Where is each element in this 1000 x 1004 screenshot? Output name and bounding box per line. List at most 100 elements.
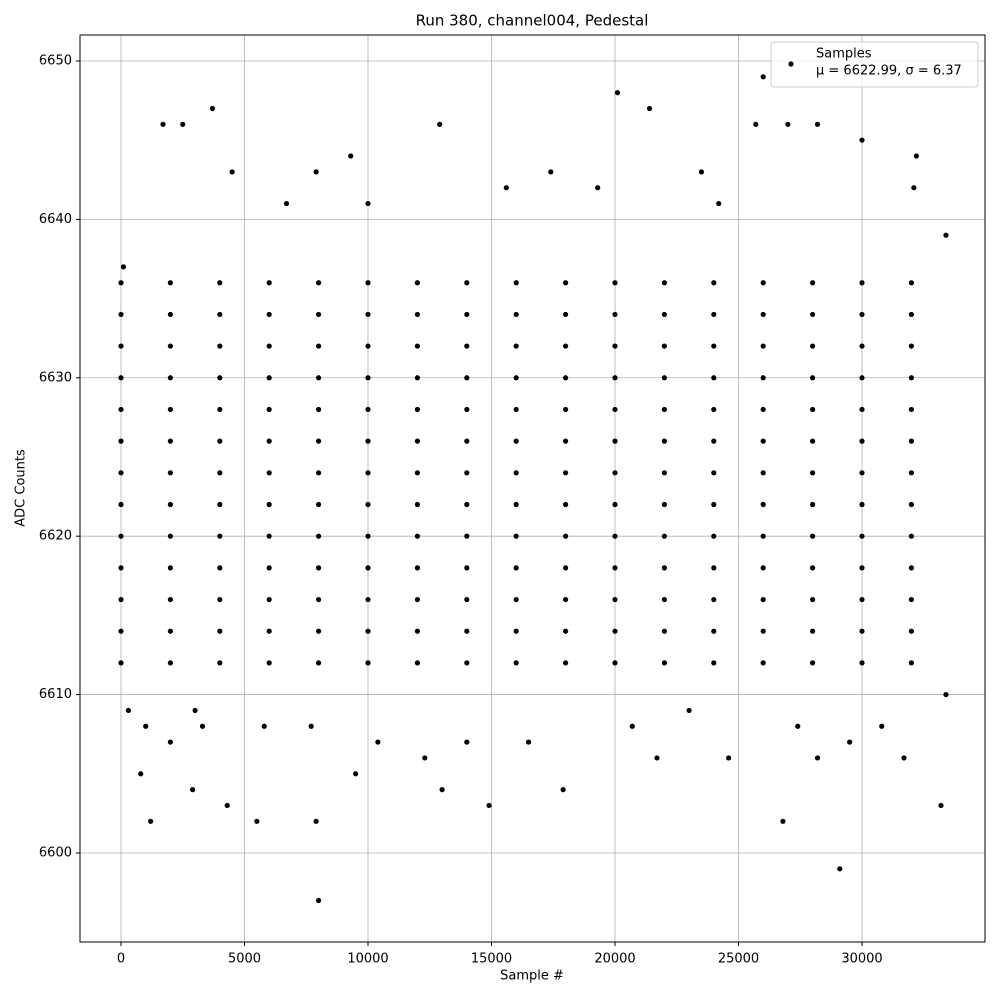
point bbox=[795, 723, 801, 729]
point bbox=[513, 375, 519, 381]
point bbox=[118, 501, 124, 508]
point bbox=[726, 755, 732, 761]
point bbox=[254, 818, 260, 824]
point bbox=[859, 311, 865, 318]
point bbox=[646, 105, 653, 112]
y-tick-label: 6650 bbox=[39, 53, 72, 68]
point bbox=[859, 375, 865, 381]
point bbox=[167, 739, 174, 745]
point bbox=[209, 105, 215, 112]
point bbox=[562, 596, 569, 603]
point bbox=[118, 660, 124, 666]
chart-title: Run 380, channel004, Pedestal bbox=[416, 12, 649, 30]
point bbox=[513, 311, 519, 318]
point bbox=[315, 470, 322, 476]
plot-area bbox=[118, 74, 949, 904]
point bbox=[118, 343, 124, 349]
point bbox=[814, 755, 821, 761]
point bbox=[814, 121, 821, 127]
point bbox=[365, 343, 371, 349]
point bbox=[503, 185, 509, 191]
point bbox=[167, 343, 174, 349]
point bbox=[753, 121, 759, 127]
point bbox=[661, 280, 667, 286]
point bbox=[760, 501, 766, 508]
point bbox=[315, 406, 322, 413]
point bbox=[809, 470, 816, 476]
point bbox=[908, 438, 914, 444]
point bbox=[908, 280, 914, 286]
point bbox=[118, 565, 124, 571]
point bbox=[414, 280, 420, 286]
point bbox=[118, 406, 124, 413]
point bbox=[315, 280, 322, 286]
point bbox=[217, 628, 223, 634]
point bbox=[879, 723, 885, 729]
point bbox=[562, 501, 569, 508]
y-axis-label: ADC Counts bbox=[14, 449, 29, 527]
point bbox=[760, 533, 766, 539]
point bbox=[167, 660, 174, 666]
point bbox=[562, 438, 569, 444]
point bbox=[809, 311, 816, 318]
point bbox=[513, 343, 519, 349]
point bbox=[365, 438, 371, 444]
point bbox=[661, 596, 667, 603]
point bbox=[612, 596, 618, 603]
point bbox=[847, 739, 853, 745]
point bbox=[414, 438, 420, 444]
point bbox=[760, 470, 766, 476]
point bbox=[315, 343, 322, 349]
point bbox=[167, 311, 174, 318]
point bbox=[859, 470, 865, 476]
point bbox=[513, 660, 519, 666]
point bbox=[414, 628, 420, 634]
point bbox=[414, 406, 420, 413]
point bbox=[167, 470, 174, 476]
point bbox=[266, 501, 272, 508]
point bbox=[809, 438, 816, 444]
point bbox=[348, 153, 354, 159]
point bbox=[313, 169, 319, 175]
point bbox=[464, 628, 470, 634]
point bbox=[612, 533, 618, 539]
point bbox=[266, 533, 272, 539]
point bbox=[266, 628, 272, 634]
point bbox=[513, 533, 519, 539]
point bbox=[661, 628, 667, 634]
point bbox=[654, 755, 660, 761]
point bbox=[365, 501, 371, 508]
point bbox=[661, 311, 667, 318]
point bbox=[859, 406, 865, 413]
point bbox=[266, 596, 272, 603]
point bbox=[612, 375, 618, 381]
point bbox=[167, 280, 174, 286]
y-tick-label: 6600 bbox=[39, 845, 72, 860]
point bbox=[266, 660, 272, 666]
point bbox=[661, 343, 667, 349]
x-tick-label: 10000 bbox=[347, 952, 388, 967]
point bbox=[266, 343, 272, 349]
point bbox=[859, 438, 865, 444]
point bbox=[711, 438, 717, 444]
point bbox=[614, 90, 621, 96]
point bbox=[809, 565, 816, 571]
point bbox=[859, 137, 865, 143]
point bbox=[859, 501, 865, 508]
point bbox=[859, 596, 865, 603]
x-tick-label: 0 bbox=[117, 952, 125, 967]
point bbox=[612, 628, 618, 634]
point bbox=[513, 438, 519, 444]
point bbox=[562, 628, 569, 634]
point bbox=[464, 280, 470, 286]
point bbox=[120, 264, 127, 270]
point bbox=[859, 628, 865, 634]
point bbox=[217, 501, 223, 508]
point bbox=[414, 311, 420, 318]
point bbox=[612, 343, 618, 349]
point bbox=[513, 596, 519, 603]
point bbox=[464, 596, 470, 603]
point bbox=[711, 628, 717, 634]
point bbox=[315, 501, 322, 508]
